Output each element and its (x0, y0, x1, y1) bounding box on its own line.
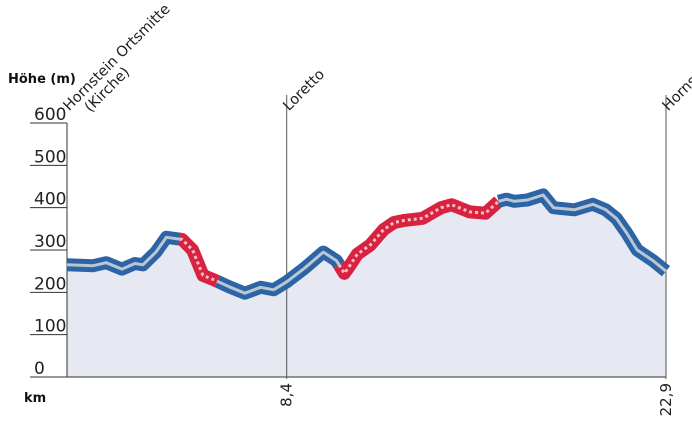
waypoint-label-line: Hornstein Ortsmitte (660, 1, 692, 114)
waypoint-label-line: Loretto (280, 66, 328, 114)
y-tick-label-0: 0 (34, 359, 45, 379)
y-tick-label-6: 600 (34, 105, 66, 125)
y-axis-title: Höhe (m) (8, 72, 76, 87)
waypoint-label-2: Hornstein Ortsmitte (660, 1, 692, 114)
elevation-area (67, 195, 666, 377)
x-axis-ticks: 8,4 22,9 (278, 383, 675, 416)
y-tick-label-2: 200 (34, 274, 66, 294)
elevation-profile-line (66, 188, 671, 300)
x-axis-title: km (24, 391, 46, 406)
waypoint-label-1: Loretto (280, 66, 328, 114)
y-tick-label-1: 100 (34, 317, 66, 337)
x-tick-label-0: 8,4 (278, 383, 296, 407)
y-tick-label-3: 300 (34, 232, 66, 252)
y-axis-ticks: 0 100 200 300 400 500 600 (30, 105, 67, 379)
segment-band-3 (333, 196, 503, 280)
waypoints: Hornstein Ortsmitte(Kirche) Loretto Hornst… (61, 1, 692, 115)
segment-center-1 (179, 237, 219, 283)
y-tick-label-5: 500 (34, 147, 66, 167)
x-tick-label-1: 22,9 (657, 383, 675, 416)
waypoint-label-0: Hornstein Ortsmitte(Kirche) (61, 1, 174, 115)
area-fill (67, 195, 666, 377)
segment-center-0 (66, 235, 180, 271)
segment-center-4 (498, 193, 667, 273)
y-tick-label-4: 400 (34, 190, 66, 210)
segment-center-2 (216, 250, 341, 295)
waypoint-label-line: Hornstein Ortsmitte (61, 1, 174, 114)
